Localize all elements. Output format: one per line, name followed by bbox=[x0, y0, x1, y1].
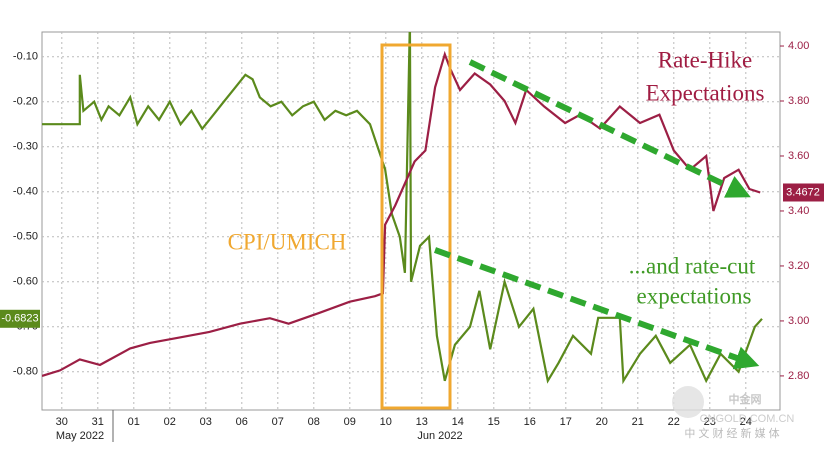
x-tick-label: 30 bbox=[56, 416, 68, 428]
last-value-label: -0.6823 bbox=[1, 313, 38, 325]
x-tick-label: 09 bbox=[344, 416, 356, 428]
trend-arrow bbox=[433, 247, 760, 370]
x-tick-label: 20 bbox=[596, 416, 608, 428]
watermark-slogan: 中 文 财 经 新 媒 体 bbox=[684, 426, 779, 440]
series-line bbox=[42, 50, 761, 377]
x-tick-label: 15 bbox=[488, 416, 500, 428]
annotation: CPI/UMICH bbox=[228, 229, 347, 254]
y-tick-label: -0.80 bbox=[13, 366, 38, 378]
y2-tick-label: 3.20 bbox=[788, 260, 809, 272]
x-tick-label: 01 bbox=[128, 416, 140, 428]
x-tick-label: 02 bbox=[164, 416, 176, 428]
watermark-url: CNGOLD.COM.CN bbox=[700, 413, 795, 425]
annotation: Rate-Hike bbox=[658, 47, 753, 72]
last-value-tag bbox=[783, 183, 824, 202]
x-group-label: Jun 2022 bbox=[417, 430, 462, 442]
y-tick-label: -0.10 bbox=[13, 51, 38, 63]
x-tick-label: 22 bbox=[668, 416, 680, 428]
annotation: Expectations bbox=[646, 80, 765, 105]
x-tick-label: 16 bbox=[524, 416, 536, 428]
watermark-logo-icon bbox=[672, 386, 704, 418]
x-group-label: May 2022 bbox=[56, 430, 104, 442]
x-tick-label: 31 bbox=[92, 416, 104, 428]
x-tick-label: 13 bbox=[416, 416, 428, 428]
x-tick-label: 17 bbox=[560, 416, 572, 428]
y-tick-label: -0.20 bbox=[13, 96, 38, 108]
y-tick-label: -0.50 bbox=[13, 231, 38, 243]
x-tick-label: 14 bbox=[452, 416, 464, 428]
y2-tick-label: 3.80 bbox=[788, 95, 809, 107]
x-tick-label: 24 bbox=[740, 416, 752, 428]
x-tick-label: 08 bbox=[308, 416, 320, 428]
x-tick-label: 03 bbox=[200, 416, 212, 428]
y2-tick-label: 3.40 bbox=[788, 205, 809, 217]
x-tick-label: 21 bbox=[632, 416, 644, 428]
last-value-label: 3.4672 bbox=[786, 186, 820, 198]
x-tick-label: 23 bbox=[704, 416, 716, 428]
y2-tick-label: 2.80 bbox=[788, 370, 809, 382]
y2-tick-label: 4.00 bbox=[788, 40, 809, 52]
highlight-box bbox=[380, 43, 452, 410]
x-tick-label: 06 bbox=[236, 416, 248, 428]
x-tick-label: 07 bbox=[272, 416, 284, 428]
annotation: ...and rate-cut bbox=[629, 253, 756, 278]
y-tick-label: -0.30 bbox=[13, 141, 38, 153]
y-tick-label: -0.40 bbox=[13, 186, 38, 198]
y-tick-label: -0.60 bbox=[13, 276, 38, 288]
y2-tick-label: 3.60 bbox=[788, 150, 809, 162]
watermark-logo: 中金网 bbox=[729, 392, 762, 406]
last-value-tag bbox=[0, 309, 40, 328]
y2-tick-label: 3.00 bbox=[788, 315, 809, 327]
trend-arrow bbox=[468, 59, 751, 198]
x-tick-label: 10 bbox=[380, 416, 392, 428]
series-line bbox=[42, 32, 763, 385]
annotation: expectations bbox=[637, 283, 752, 308]
